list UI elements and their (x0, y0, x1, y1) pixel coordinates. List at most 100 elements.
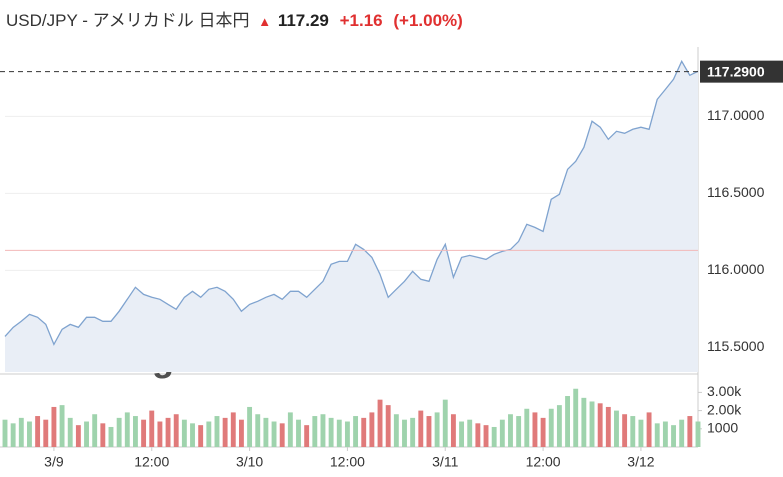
volume-bar (475, 423, 481, 447)
x-tick-label: 3/11 (432, 454, 458, 470)
volume-bar (516, 416, 522, 447)
volume-bar (646, 412, 652, 447)
volume-bar (410, 417, 416, 447)
volume-bar (206, 421, 212, 447)
volume-bar (10, 423, 16, 447)
up-arrow: ▲ (258, 14, 272, 29)
x-tick-label: 3/12 (627, 454, 654, 470)
volume-bar (679, 419, 685, 447)
volume-bar (173, 414, 179, 447)
change: +1.16 (339, 11, 383, 30)
volume-bar (695, 421, 701, 447)
volume-bar (271, 421, 277, 447)
volume-bar (385, 405, 391, 447)
volume-bar (556, 405, 562, 447)
x-tick-label: 3/9 (44, 454, 64, 470)
volume-bar (654, 423, 660, 447)
volume-bar (279, 423, 285, 447)
volume-bar (124, 412, 130, 447)
volume-bar (483, 425, 489, 447)
volume-bar (312, 416, 318, 447)
x-tick-label: 3/10 (236, 454, 263, 470)
volume-bar (491, 426, 497, 447)
volume-bar (59, 405, 65, 447)
volume-bar (671, 425, 676, 447)
y-tick-label: 1000 (707, 419, 738, 435)
volume-bar (108, 426, 114, 447)
volume-bar (296, 419, 301, 447)
volume-bar (247, 406, 253, 447)
volume-bar (198, 425, 204, 447)
volume-bar (597, 403, 603, 447)
volume-bar (2, 419, 8, 447)
volume-bar (499, 419, 505, 447)
volume-bar (320, 414, 326, 447)
volume-bar (638, 419, 644, 447)
volume-bar (524, 408, 530, 447)
volume-bar (328, 417, 334, 447)
volume-bar (581, 397, 587, 447)
volume-bar (662, 421, 668, 447)
change-pct: (+1.00%) (393, 11, 463, 30)
volume-bar (84, 421, 89, 447)
volume-bar (43, 419, 49, 447)
volume-bar (353, 416, 359, 447)
volume-bar (573, 388, 579, 447)
x-tick-label: 12:00 (526, 454, 561, 470)
last-price-label: 117.2900 (707, 63, 765, 79)
volume-bar (369, 412, 375, 447)
price-line (4, 59, 699, 346)
volume-bar (467, 419, 473, 447)
volume-bar (27, 421, 32, 447)
volume-bar (263, 417, 269, 447)
volume-bar (605, 406, 611, 447)
volume-bar (304, 425, 310, 447)
volume-bar (336, 419, 342, 447)
volume-bar (361, 417, 367, 447)
volume-bar (67, 417, 73, 447)
y-tick-label: 117.0000 (707, 107, 765, 123)
volume-bar (165, 417, 171, 447)
volume-bar (287, 412, 293, 447)
volume-bar (344, 421, 350, 447)
y-tick-label: 116.0000 (707, 261, 765, 277)
x-tick-label: 12:00 (330, 454, 365, 470)
x-tick-label: 12:00 (134, 454, 169, 470)
volume-bar (35, 416, 41, 447)
volume-bar (426, 416, 432, 447)
volume-bar (508, 414, 513, 447)
volume-bar (238, 419, 244, 447)
volume-bar (418, 410, 424, 447)
volume-bar (614, 410, 619, 447)
volume-bar (190, 423, 195, 447)
volume-bar (377, 399, 383, 447)
volume-bar (532, 412, 538, 447)
volume-bar (230, 412, 236, 447)
volume-bar (149, 410, 155, 447)
y-tick-label: 115.5000 (707, 338, 765, 354)
volume-bar (565, 396, 570, 447)
volume-bar (92, 414, 98, 447)
header: USD/JPY - アメリカドル 日本円 ▲ 117.29 +1.16 (+1.… (6, 6, 463, 31)
price: 117.29 (277, 11, 329, 30)
volume-bar (51, 406, 57, 447)
area (5, 61, 698, 373)
volume-bar (450, 414, 456, 447)
y-tick-label: 2.00k (707, 401, 742, 417)
volume-bar (548, 408, 554, 447)
last-price-box (700, 60, 783, 83)
y-tick-label: 116.5000 (707, 184, 765, 200)
volume-bar (157, 421, 163, 447)
volume-bar (100, 423, 106, 447)
volume-bar (222, 417, 228, 447)
volume-bar (255, 414, 261, 447)
volume-bar (133, 416, 138, 447)
volume-bar (116, 417, 122, 447)
volume-bar (181, 419, 187, 447)
volume-bar (589, 401, 595, 447)
volume-bar (402, 419, 407, 447)
volume-bar (393, 414, 399, 447)
volume-bar (630, 416, 636, 447)
